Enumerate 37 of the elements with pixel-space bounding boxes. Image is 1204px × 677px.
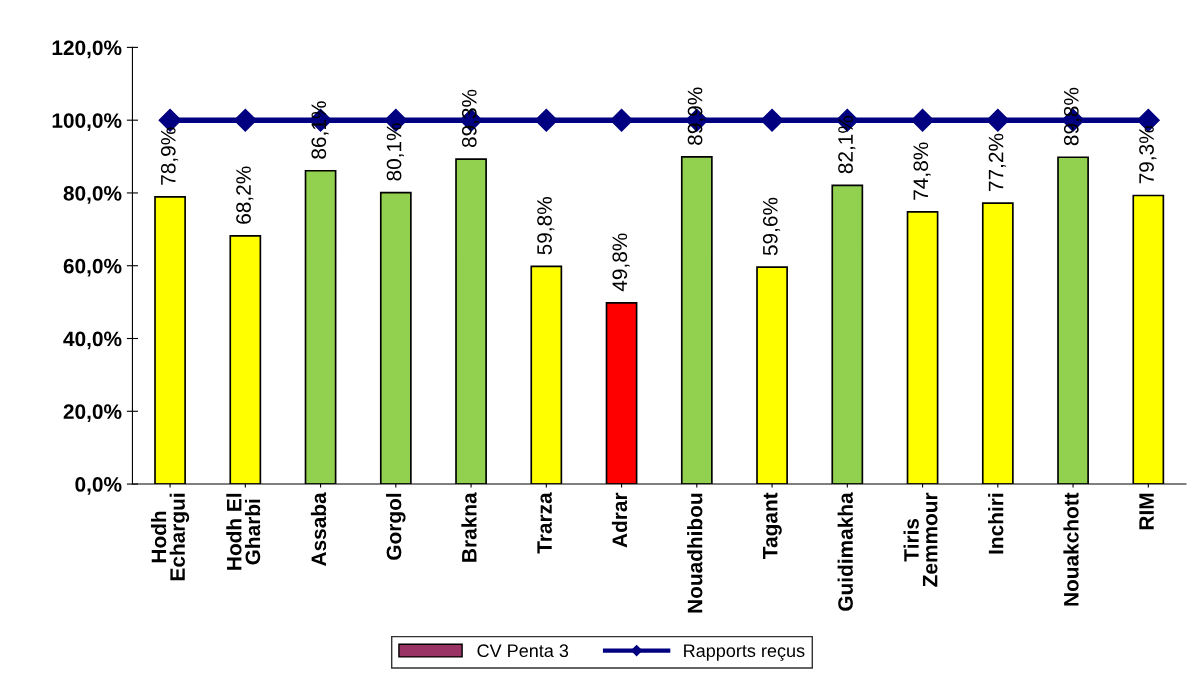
data-label: 68,2% <box>236 166 254 224</box>
x-tick-label: Tiris Zemmour <box>903 492 938 587</box>
data-label: 89,3% <box>461 89 480 148</box>
data-label: 59,6% <box>762 197 781 256</box>
y-tick-label: 40,0% <box>63 331 122 350</box>
data-label: 78,9% <box>160 127 179 185</box>
data-label: 89,9% <box>687 87 705 145</box>
data-label: 79,3% <box>1139 126 1157 184</box>
x-tick-label: Hodh Echargui <box>150 493 190 581</box>
y-tick-label: 0,0% <box>75 477 122 495</box>
x-tick-label: Gorgol <box>386 493 406 560</box>
y-tick-label: 100,0% <box>52 113 122 131</box>
y-tick-label: 120,0% <box>52 40 122 59</box>
x-tick-label: Trarza <box>537 492 552 554</box>
legend-label: Rapports reçus <box>684 644 805 661</box>
data-label: 77,2% <box>988 133 1006 191</box>
x-tick-label: Tagant <box>763 492 782 559</box>
data-label: 49,8% <box>612 233 630 292</box>
data-label: 89,8% <box>1063 87 1082 146</box>
x-tick-label: Assaba <box>310 492 327 566</box>
data-label: 82,1% <box>838 115 856 174</box>
y-tick-label: 80,0% <box>63 185 122 204</box>
x-tick-label: Brakna <box>461 492 477 562</box>
data-label: 74,8% <box>913 142 931 200</box>
data-label: 86,1% <box>311 101 329 159</box>
text: CV Penta 3 <box>477 644 569 658</box>
y-tick-label: 20,0% <box>63 404 122 423</box>
x-tick-label: Inchiri <box>988 493 1004 554</box>
x-tick-label: Nouadhibou <box>687 493 703 613</box>
y-tick-label: 60,0% <box>63 258 122 277</box>
x-tick-label: Nouakchott <box>1063 492 1079 606</box>
x-tick-label: Hodh El Gharbi <box>226 493 261 570</box>
x-tick-label: Adrar <box>611 492 628 548</box>
data-label: 59,8% <box>537 197 555 255</box>
x-tick-label: RIM <box>1139 493 1154 530</box>
data-label: 80,1% <box>386 123 404 181</box>
x-tick-label: Guidimakha <box>837 492 853 611</box>
